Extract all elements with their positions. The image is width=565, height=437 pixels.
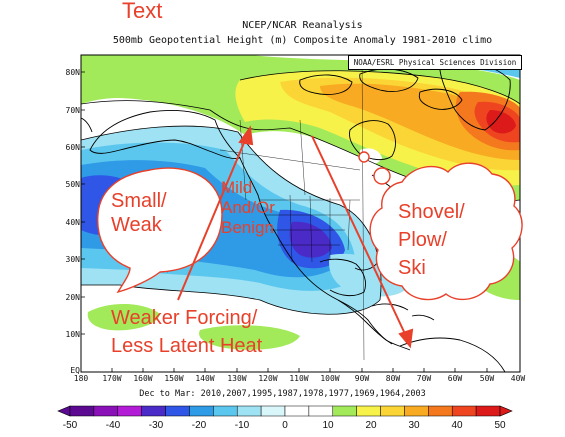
lon-label: 60W [447,374,463,383]
credit-box: NOAA/ESRL Physical Sciences Division [348,55,522,70]
colorbar-swatch [332,405,357,417]
colorbar-arrow-right [499,405,513,417]
lon-label: 80W [385,374,401,383]
lon-label: 50W [479,374,495,383]
colorbar-swatch [356,405,381,417]
annotation-weaker-forcing: Weaker Forcing/ Less Latent Heat [111,307,263,357]
colorbar-label: -40 [105,420,121,431]
lon-label: 160W [133,374,153,383]
colorbar-swatch [69,405,95,417]
lon-label: 70W [416,374,432,383]
arrow-trough [311,135,407,337]
lon-label: 170W [102,374,122,383]
map-header-source: NCEP/NCAR Reanalysis [242,20,363,31]
lon-label: 180 [73,374,89,383]
colorbar-label: 40 [451,420,463,431]
colorbar-label: 30 [408,420,420,431]
colorbar-swatch [308,405,334,417]
colorbar-label: 0 [282,420,288,431]
annotation-shapes [97,125,523,349]
colorbar-label: -10 [234,420,250,431]
map-header-title: 500mb Geopotential Height (m) Composite … [112,35,493,46]
colorbar-swatch [165,405,190,417]
colorbar-swatch [380,405,405,417]
bubble-right-shape [369,162,523,301]
colorbar-arrow-left [57,405,71,417]
lon-label: 100W [320,374,340,383]
colorbar-swatch [213,405,238,417]
colorbar [57,405,513,417]
colorbar-swatch [93,405,119,417]
colorbar-swatch [451,405,477,417]
lat-label: 40N [65,218,80,227]
colorbar-label: 10 [322,420,334,431]
annotation-small-weak: Small/ Weak [111,190,167,236]
lat-label: 70N [65,106,80,115]
colorbar-swatch [284,405,310,417]
colorbar-swatch [236,405,262,417]
colorbar-label: -20 [191,420,207,431]
colorbar-swatch [404,405,429,417]
arrow-forcing [177,137,247,301]
annotation-shovel-plow-ski: Shovel/ Plow/ Ski [398,201,465,279]
axis-ticks [81,71,488,372]
lat-label: 60N [65,143,80,152]
lat-label: 20N [65,293,80,302]
colorbar-swatch [428,405,453,417]
colorbar-label: -30 [148,420,164,431]
lon-label: 110W [289,374,309,383]
lon-label: 90W [354,374,370,383]
lon-label: 120W [258,374,278,383]
colorbar-swatch [475,405,501,417]
lon-label: 130W [227,374,247,383]
lat-label: 30N [65,255,80,264]
lon-label: 140W [195,374,215,383]
lat-label: EQ [70,366,80,375]
composite-years: Dec to Mar: 2010,2007,1995,1987,1978,197… [139,389,426,399]
colorbar-swatch [189,405,214,417]
slide-title: Text [122,0,163,23]
lat-label: 80N [65,68,80,77]
colorbar-swatch [141,405,166,417]
colorbar-label: 20 [365,420,377,431]
lon-label: 150W [164,374,184,383]
annotation-mild-benign: Mild And/Or Benign [221,178,275,237]
colorbar-label: -50 [62,420,78,431]
colorbar-label: 50 [494,420,506,431]
lon-label: 40W [510,374,526,383]
anomaly-field [81,55,520,372]
colorbar-swatch [260,405,286,417]
lat-label: 10N [65,330,80,339]
bubble-left-shape [97,167,223,294]
colorbar-swatch [117,405,142,417]
lat-label: 50N [65,180,80,189]
